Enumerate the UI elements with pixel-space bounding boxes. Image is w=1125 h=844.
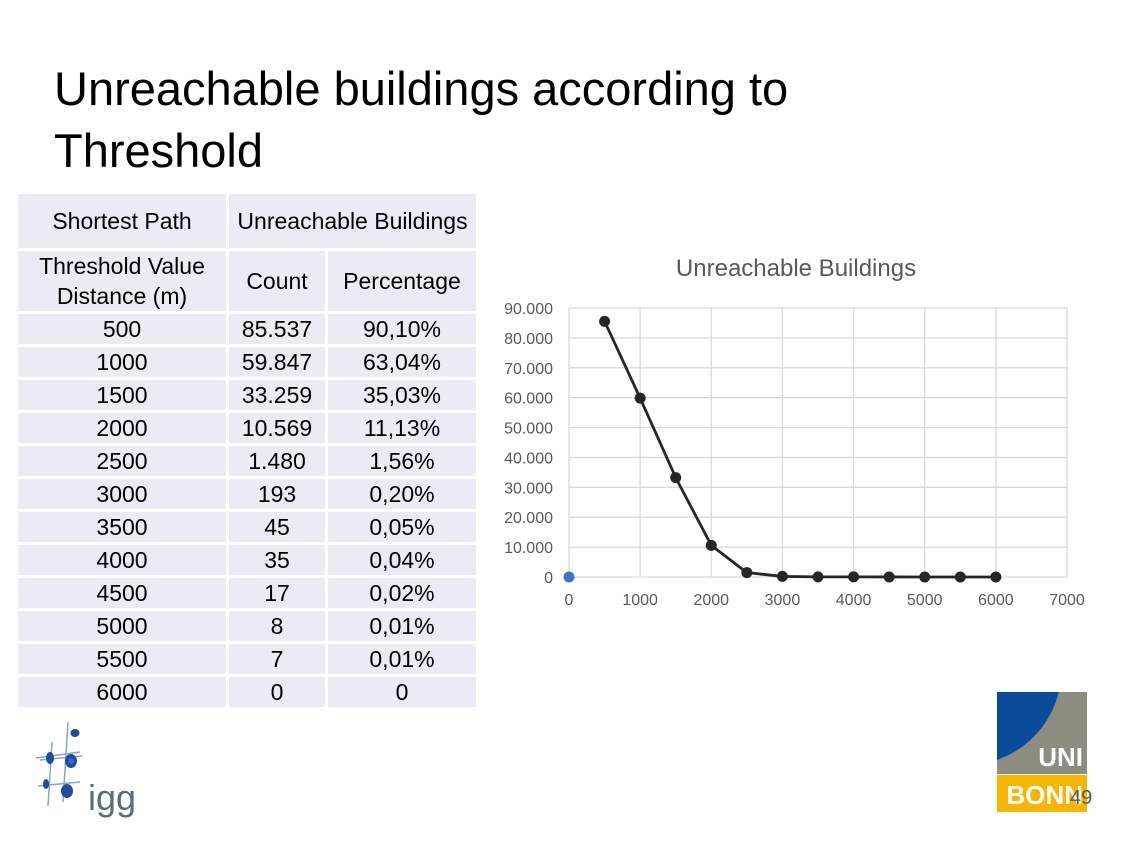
- x-tick-label: 4000: [836, 592, 872, 609]
- uni-bonn-logo-line1: UNI: [1038, 742, 1083, 772]
- data-point: [705, 539, 717, 551]
- unreachable-buildings-chart: Unreachable Buildings 0 10.000 20.000 30.00…: [504, 255, 1085, 609]
- data-point: [848, 571, 860, 583]
- cell-count: 35: [226, 542, 328, 578]
- data-point: [776, 570, 788, 582]
- cell-threshold: 2500: [15, 443, 229, 479]
- cell-percentage: 0,05%: [325, 509, 479, 545]
- data-point: [563, 571, 575, 583]
- data-point: [919, 571, 931, 583]
- data-point: [954, 571, 966, 583]
- cell-threshold: 4500: [15, 575, 229, 611]
- data-point: [741, 567, 753, 579]
- table-subheader-row: Threshold Value Distance (m) Count Perce…: [15, 248, 479, 314]
- y-tick-label: 70.000: [504, 361, 553, 378]
- y-tick-label: 10.000: [504, 540, 553, 557]
- cell-percentage: 63,04%: [325, 344, 479, 380]
- data-point: [883, 571, 895, 583]
- header-percentage: Percentage: [325, 248, 479, 314]
- table-row: 2000 10.569 11,13%: [15, 410, 479, 446]
- cell-percentage: 0,01%: [325, 608, 479, 644]
- data-point: [599, 315, 611, 327]
- y-tick-label: 80.000: [504, 331, 553, 348]
- table-row: 2500 1.480 1,56%: [15, 443, 479, 479]
- y-tick-label: 40.000: [504, 450, 553, 467]
- y-tick-label: 30.000: [504, 480, 553, 497]
- igg-logo: igg: [35, 721, 136, 818]
- table-row: 6000 0 0: [15, 674, 479, 710]
- cell-count: 33.259: [226, 377, 328, 413]
- data-point: [812, 571, 824, 583]
- table-row: 500 85.537 90,10%: [15, 311, 479, 347]
- y-tick-label: 50.000: [504, 421, 553, 438]
- series-line: [603, 320, 996, 579]
- cell-count: 17: [226, 575, 328, 611]
- cell-percentage: 11,13%: [325, 410, 479, 446]
- data-point: [670, 472, 682, 484]
- cell-percentage: 90,10%: [325, 311, 479, 347]
- cell-threshold: 3500: [15, 509, 229, 545]
- cell-count: 10.569: [226, 410, 328, 446]
- cell-percentage: 0,04%: [325, 542, 479, 578]
- table-row: 4500 17 0,02%: [15, 575, 479, 611]
- y-tick-label: 60.000: [504, 391, 553, 408]
- x-tick-label: 0: [565, 592, 574, 609]
- cell-threshold: 4000: [15, 542, 229, 578]
- cell-count: 0: [226, 674, 328, 710]
- cell-percentage: 1,56%: [325, 443, 479, 479]
- igg-logo-text: igg: [88, 777, 136, 818]
- cell-count: 193: [226, 476, 328, 512]
- cell-threshold: 1500: [15, 377, 229, 413]
- y-tick-label: 90.000: [504, 301, 553, 318]
- cell-count: 85.537: [226, 311, 328, 347]
- data-point: [990, 571, 1002, 583]
- header-shortest-path: Shortest Path: [15, 191, 229, 251]
- cell-percentage: 35,03%: [325, 377, 479, 413]
- cell-threshold: 2000: [15, 410, 229, 446]
- cell-percentage: 0,20%: [325, 476, 479, 512]
- threshold-table: Shortest Path Unreachable Buildings Thre…: [15, 191, 479, 710]
- cell-percentage: 0,02%: [325, 575, 479, 611]
- data-point: [634, 392, 646, 404]
- cell-threshold: 3000: [15, 476, 229, 512]
- x-tick-label: 5000: [907, 592, 943, 609]
- table-row: 5500 7 0,01%: [15, 641, 479, 677]
- cell-count: 7: [226, 641, 328, 677]
- cell-threshold: 500: [15, 311, 229, 347]
- table-row: 3000 193 0,20%: [15, 476, 479, 512]
- x-tick-label: 3000: [765, 592, 801, 609]
- table-row: 3500 45 0,05%: [15, 509, 479, 545]
- cell-threshold: 5000: [15, 608, 229, 644]
- cell-count: 1.480: [226, 443, 328, 479]
- page-number: 49: [1070, 787, 1093, 809]
- header-unreachable-buildings: Unreachable Buildings: [226, 191, 479, 251]
- x-tick-label: 6000: [978, 592, 1014, 609]
- cell-count: 8: [226, 608, 328, 644]
- cell-count: 45: [226, 509, 328, 545]
- uni-bonn-logo-line2: BONN: [1006, 780, 1083, 810]
- slide-title: Unreachable buildings according to Thres…: [54, 62, 789, 177]
- table-row: 4000 35 0,04%: [15, 542, 479, 578]
- x-tick-label: 2000: [693, 592, 729, 609]
- cell-percentage: 0: [325, 674, 479, 710]
- table-row: 5000 8 0,01%: [15, 608, 479, 644]
- cell-threshold: 6000: [15, 674, 229, 710]
- x-tick-label: 7000: [1049, 592, 1085, 609]
- chart-title: Unreachable Buildings: [676, 255, 916, 282]
- table-row: 1500 33.259 35,03%: [15, 377, 479, 413]
- x-tick-label: 1000: [622, 592, 658, 609]
- y-tick-label: 20.000: [504, 510, 553, 527]
- table-header-row: Shortest Path Unreachable Buildings: [15, 191, 479, 251]
- uni-bonn-logo: UNI BONN: [997, 692, 1087, 812]
- header-count: Count: [226, 248, 328, 314]
- cell-percentage: 0,01%: [325, 641, 479, 677]
- cell-count: 59.847: [226, 344, 328, 380]
- table-row: 1000 59.847 63,04%: [15, 344, 479, 380]
- y-tick-label: 0: [544, 570, 553, 587]
- cell-threshold: 5500: [15, 641, 229, 677]
- header-threshold-distance: Threshold Value Distance (m): [15, 248, 229, 314]
- cell-threshold: 1000: [15, 344, 229, 380]
